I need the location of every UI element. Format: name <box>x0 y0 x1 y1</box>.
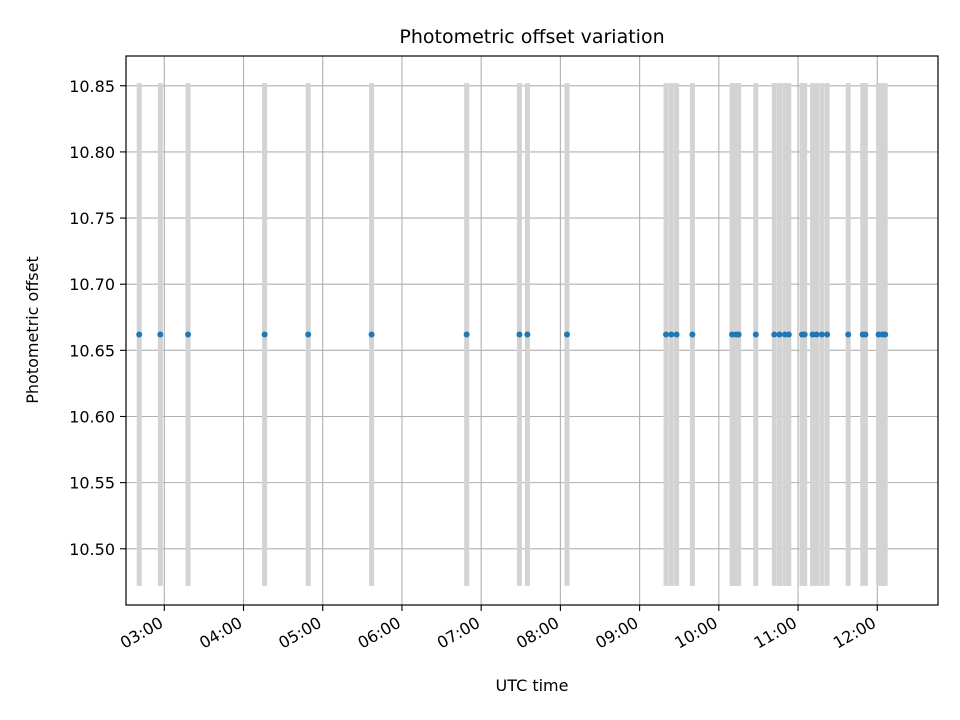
data-point <box>771 331 778 338</box>
chart-title: Photometric offset variation <box>399 26 664 48</box>
data-point <box>862 331 869 338</box>
data-point <box>689 331 696 338</box>
data-point <box>818 331 825 338</box>
data-point <box>668 331 675 338</box>
data-point <box>157 331 164 338</box>
y-tick-label: 10.50 <box>69 540 115 559</box>
y-tick-label: 10.55 <box>69 474 115 493</box>
y-axis-ticks: 10.50 10.55 10.60 10.65 10.70 10.75 10.80 10.85 <box>69 77 126 559</box>
data-point <box>735 331 742 338</box>
y-tick-label: 10.65 <box>69 341 115 360</box>
data-point <box>785 331 792 338</box>
data-point <box>185 331 192 338</box>
plot-frame <box>125 55 939 606</box>
data-point <box>824 331 831 338</box>
y-tick-label: 10.75 <box>69 209 115 228</box>
data-point <box>305 331 312 338</box>
data-point <box>845 331 852 338</box>
data-points <box>136 331 889 338</box>
y-tick-label: 10.70 <box>69 275 115 294</box>
data-point <box>673 331 680 338</box>
data-point <box>813 331 820 338</box>
y-tick-label: 10.60 <box>69 407 115 426</box>
data-point <box>776 331 783 338</box>
y-tick-label: 10.80 <box>69 143 115 162</box>
data-point <box>136 331 143 338</box>
data-point <box>463 331 470 338</box>
data-point <box>882 331 889 338</box>
data-point <box>524 331 531 338</box>
data-point <box>261 331 268 338</box>
x-axis-label: UTC time <box>496 676 569 695</box>
data-point <box>563 331 570 338</box>
data-point <box>516 331 523 338</box>
data-point <box>368 331 375 338</box>
data-point <box>801 331 808 338</box>
data-point <box>752 331 759 338</box>
y-tick-label: 10.85 <box>69 77 115 96</box>
data-point <box>663 331 670 338</box>
y-axis-label: Photometric offset <box>23 256 42 404</box>
